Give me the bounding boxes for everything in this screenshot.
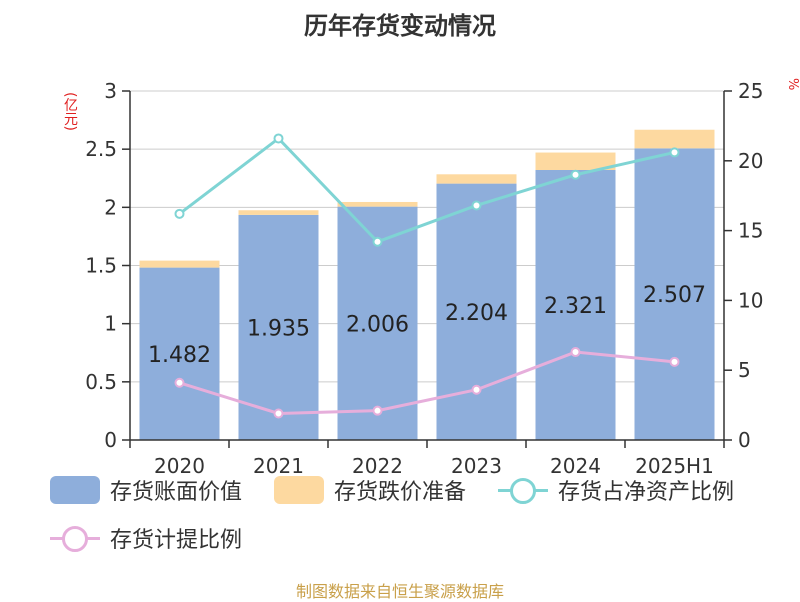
right-tick-label-5: 25	[738, 79, 763, 103]
bar-provision-2024	[535, 152, 616, 170]
left-tick-label-0: 0	[104, 428, 117, 452]
left-tick-label-6: 3	[104, 79, 117, 103]
point-provision-ratio-2024	[570, 347, 581, 358]
line-provision-ratio	[179, 350, 675, 415]
legend-marker-ratio-net-assets	[498, 476, 548, 504]
left-tick-label-4: 2	[104, 195, 117, 219]
x-tick-label-2021: 2021	[253, 454, 304, 478]
data-source-note: 制图数据来自恒生聚源数据库	[295, 582, 504, 601]
point-ratio-net-assets-2025H1	[669, 147, 680, 158]
legend-item-provision[interactable]: 存货跌价准备	[274, 474, 466, 506]
point-ratio-net-assets-2023	[471, 200, 482, 211]
legend-swatch-book-value	[50, 476, 100, 504]
right-axis-unit: %	[788, 78, 800, 91]
point-provision-ratio-2023	[471, 384, 482, 395]
point-provision-ratio-2025H1	[669, 356, 680, 367]
legend-swatch-provision	[274, 476, 324, 504]
legend-label-provision: 存货跌价准备	[334, 480, 467, 505]
data-label-2023: 2.204	[445, 301, 508, 326]
point-provision-ratio-2022	[372, 405, 383, 416]
bar-book-value-2025H1	[634, 148, 715, 440]
point-ratio-net-assets-2022	[372, 236, 383, 247]
right-tick-label-2: 10	[738, 288, 763, 312]
bar-provision-2023	[436, 174, 517, 184]
bar-provision-2021	[238, 210, 319, 215]
bar-provision-2020	[139, 260, 220, 268]
chart-title: 历年存货变动情况	[304, 12, 496, 40]
left-tick-label-5: 2.5	[85, 137, 117, 161]
left-tick-label-1: 0.5	[85, 370, 117, 394]
bar-book-value-2020	[139, 267, 220, 440]
legend-marker-provision-ratio	[50, 524, 100, 552]
left-axis-unit: (亿元)	[62, 92, 78, 131]
right-tick-label-3: 15	[738, 219, 763, 243]
point-provision-ratio-2020	[174, 377, 185, 388]
bar-book-value-2021	[238, 214, 319, 440]
x-tick-label-2022: 2022	[352, 454, 403, 478]
legend-label-book-value: 存货账面价值	[110, 480, 243, 505]
bar-provision-2022	[337, 201, 418, 207]
data-label-2020: 1.482	[148, 343, 211, 368]
point-ratio-net-assets-2021	[273, 133, 284, 144]
right-tick-label-0: 0	[738, 428, 751, 452]
legend-item-book-value[interactable]: 存货账面价值	[50, 474, 242, 506]
legend-label-ratio-net-assets: 存货占净资产比例	[558, 480, 735, 505]
bar-book-value-2024	[535, 169, 616, 440]
point-ratio-net-assets-2024	[570, 169, 581, 180]
line-ratio-net-assets	[178, 136, 675, 244]
left-tick-label-2: 1	[104, 312, 117, 336]
legend-label-provision-ratio: 存货计提比例	[110, 528, 243, 553]
data-label-2024: 2.321	[544, 294, 607, 319]
right-tick-label-1: 5	[738, 358, 751, 382]
data-label-2022: 2.006	[346, 312, 409, 337]
x-tick-label-2023: 2023	[451, 454, 502, 478]
right-tick-label-4: 20	[738, 149, 763, 173]
bar-provision-2025H1	[634, 129, 715, 149]
x-tick-label-2020: 2020	[154, 454, 205, 478]
point-ratio-net-assets-2020	[174, 208, 185, 219]
legend-item-provision-ratio[interactable]: 存货计提比例	[50, 522, 242, 554]
data-label-2021: 1.935	[247, 316, 310, 341]
left-tick-label-3: 1.5	[85, 254, 117, 278]
point-provision-ratio-2021	[273, 408, 284, 419]
data-label-2025H1: 2.507	[643, 283, 706, 308]
x-tick-label-2025H1: 2025H1	[635, 454, 714, 478]
legend-item-ratio-net-assets[interactable]: 存货占净资产比例	[498, 474, 734, 506]
bar-book-value-2023	[436, 183, 517, 441]
x-tick-label-2024: 2024	[550, 454, 601, 478]
